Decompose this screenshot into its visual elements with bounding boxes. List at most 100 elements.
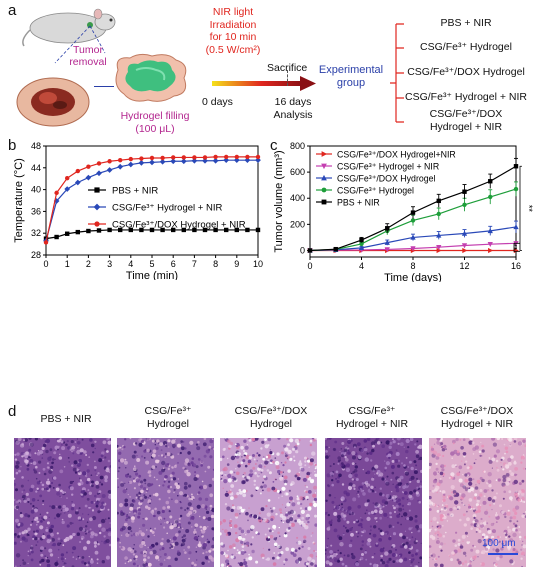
significance-bracket <box>519 165 522 251</box>
group-item: PBS + NIR <box>440 17 492 29</box>
data-point <box>171 227 176 233</box>
data-point <box>138 160 145 166</box>
y-tick-label: 44 <box>31 163 41 173</box>
x-tick-label: 0 <box>307 261 312 271</box>
data-point <box>54 190 59 196</box>
data-point <box>64 186 71 192</box>
data-point <box>171 155 176 160</box>
panel-d-label: d <box>8 403 17 420</box>
data-point <box>202 155 208 160</box>
legend-marker <box>94 221 100 227</box>
data-point <box>245 154 250 160</box>
temperature-chart: 0 1 2 3 4 5 6 7 8 9 10 28 32 36 40 44 48 Time (min) Temper… <box>13 141 263 280</box>
data-point <box>234 227 239 233</box>
data-point <box>213 227 218 233</box>
x-axis-label: Time (days) <box>384 272 442 282</box>
tumor-volume-chart: 0 4 8 12 16 0 200 400 600 800 Time (days) Tumor vol… <box>273 141 534 282</box>
legend-entry: CSG/Fe³⁺/DOX Hydrogel+NIR <box>337 150 456 160</box>
data-point <box>436 211 441 217</box>
data-point <box>107 227 112 233</box>
he-texture <box>117 438 214 567</box>
day-16-label: 16 days Analysis <box>273 96 313 121</box>
data-point <box>127 161 134 168</box>
timeline-arrow <box>212 76 316 91</box>
mouse-illustration <box>22 8 116 47</box>
he-title: CSG/Fe³⁺/DOX Hydrogel + NIR <box>440 405 514 430</box>
data-point <box>462 189 467 194</box>
legend-marker <box>321 163 327 170</box>
data-point <box>410 210 416 215</box>
y-tick-label: 600 <box>290 167 305 177</box>
data-point <box>139 227 144 233</box>
he-stain-image <box>429 438 526 567</box>
data-point <box>75 229 80 235</box>
legend-marker <box>94 187 100 193</box>
data-point <box>385 226 390 231</box>
he-stain-image <box>325 438 422 567</box>
data-point <box>488 247 494 254</box>
he-stain-image <box>14 438 111 567</box>
he-title: CSG/Fe³⁺ Hydrogel <box>144 405 192 430</box>
data-point <box>255 154 261 160</box>
y-tick-label: 0 <box>300 245 305 255</box>
scale-bar <box>488 553 518 555</box>
data-point <box>233 157 240 164</box>
data-point <box>436 232 442 238</box>
x-tick-label: 8 <box>213 259 218 269</box>
data-point <box>74 179 81 186</box>
x-tick-label: 8 <box>410 261 415 271</box>
dashed-connector <box>54 25 106 64</box>
y-tick-label: 32 <box>31 228 41 238</box>
he-title: CSG/Fe³⁺/DOX Hydrogel <box>234 405 308 430</box>
data-point <box>43 240 49 245</box>
data-point <box>86 228 91 234</box>
data-point <box>224 227 229 233</box>
data-point <box>107 159 112 164</box>
x-tick-label: 7 <box>192 259 197 269</box>
data-point <box>487 242 493 248</box>
data-point <box>65 231 70 236</box>
legend-entry: CSG/Fe³⁺ Hydrogel <box>337 186 414 196</box>
panel-c-label: c <box>270 137 278 154</box>
data-point <box>245 227 250 233</box>
significance-label: ** <box>509 244 518 250</box>
data-point <box>75 168 81 174</box>
arrow-to-hydrogel <box>94 86 114 87</box>
legend-entry: CSG/Fe³⁺ Hydrogel + NIR <box>337 162 439 172</box>
data-point <box>436 247 442 254</box>
group-item: CSG/Fe³⁺ Hydrogel <box>420 41 512 53</box>
hydrogel-filling-label: Hydrogel filling (100 μL) <box>120 110 190 135</box>
group-item: CSG/Fe³⁺/DOX Hydrogel <box>407 66 525 78</box>
x-tick-label: 1 <box>65 259 70 269</box>
data-point <box>180 158 187 165</box>
group-item: CSG/Fe³⁺/DOX Hydrogel + NIR <box>429 108 503 133</box>
data-point <box>488 179 493 184</box>
data-point <box>212 157 219 164</box>
data-point <box>461 230 468 236</box>
data-point <box>96 228 102 233</box>
data-point <box>202 157 208 164</box>
x-tick-label: 5 <box>149 259 154 269</box>
y-tick-label: 28 <box>31 250 41 260</box>
y-axis-label: Temperature (°C) <box>13 158 25 242</box>
data-point <box>384 247 390 253</box>
he-texture <box>14 438 111 567</box>
x-tick-label: 9 <box>234 259 239 269</box>
data-point <box>96 170 102 177</box>
legend-marker <box>321 199 327 205</box>
data-point <box>359 241 364 247</box>
hydrogel-illustration <box>115 53 187 102</box>
legend-marker <box>321 151 328 157</box>
data-point <box>65 175 70 181</box>
x-tick-label: 6 <box>171 259 176 269</box>
data-point <box>128 156 133 162</box>
data-point <box>410 246 416 252</box>
data-point <box>54 234 59 240</box>
legend-entry: CSG/Fe³⁺/DOX Hydrogel <box>337 174 436 184</box>
he-stain-image <box>117 438 214 567</box>
data-point <box>488 194 493 200</box>
x-tick-label: 4 <box>359 261 364 271</box>
data-point <box>118 157 123 163</box>
panel-a-label: a <box>8 2 17 19</box>
he-texture <box>220 438 317 567</box>
